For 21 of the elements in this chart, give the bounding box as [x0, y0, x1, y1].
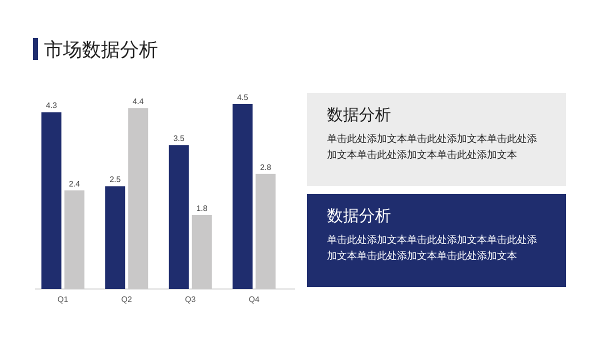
x-tick-label: Q3 [185, 295, 196, 304]
bar [41, 112, 62, 289]
data-label: 1.8 [196, 204, 208, 213]
data-label: 2.5 [110, 175, 122, 184]
data-label: 2.8 [260, 162, 272, 172]
bar [232, 104, 253, 289]
data-label: 4.5 [237, 93, 249, 102]
x-tick-label: Q1 [58, 295, 69, 304]
bar [105, 186, 126, 289]
text: 数据分析 [327, 105, 392, 126]
x-tick-label: Q2 [121, 295, 133, 304]
data-label: 4.4 [132, 97, 144, 106]
data-label: 4.3 [46, 101, 58, 110]
text: 单击此处添加文本单击此处添加文本单击此处添加文本单击此处添加文本单击此处添加文本 [327, 234, 538, 264]
data-label: 2.4 [68, 179, 80, 188]
x-tick-label: Q4 [248, 295, 260, 304]
bar [168, 145, 189, 289]
data-label: 3.5 [173, 134, 185, 144]
text: 单击此处添加文本单击此处添加文本单击此处添加文本单击此处添加文本单击此处添加文本 [327, 132, 538, 163]
text: 数据分析 [327, 206, 392, 227]
chart-title: 市场数据分析 [44, 39, 158, 61]
